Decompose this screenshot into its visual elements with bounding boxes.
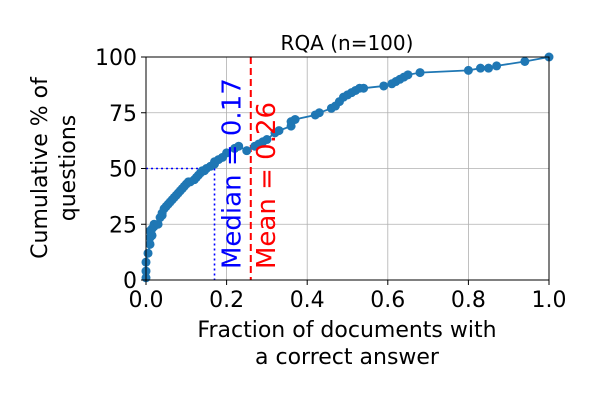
data-point xyxy=(234,141,244,151)
y-axis-label-line2: questions xyxy=(56,115,81,222)
y-tick-label: 50 xyxy=(109,158,137,183)
y-axis-label-line1: Cumulative % of xyxy=(28,76,53,259)
x-tick-label: 0.2 xyxy=(209,288,244,313)
data-point xyxy=(143,248,153,258)
data-point xyxy=(379,81,389,91)
data-point xyxy=(475,63,485,73)
y-tick-label: 100 xyxy=(95,46,137,71)
data-point xyxy=(274,126,284,136)
data-point xyxy=(145,239,155,249)
data-point xyxy=(463,65,473,75)
data-point xyxy=(222,148,232,158)
data-point xyxy=(314,108,324,118)
data-point xyxy=(359,83,369,93)
data-point xyxy=(242,146,252,156)
x-axis-label-line2: a correct answer xyxy=(255,345,440,370)
data-point xyxy=(492,61,502,71)
data-point xyxy=(520,56,530,66)
data-point xyxy=(262,135,272,145)
data-point xyxy=(484,63,494,73)
x-tick-label: 0.4 xyxy=(290,288,325,313)
y-tick-label: 75 xyxy=(109,102,137,127)
x-tick-label: 0.0 xyxy=(129,288,164,313)
x-axis-label-line1: Fraction of documents with xyxy=(197,318,496,343)
annotations: Median = 0.17 Mean = 0.26 xyxy=(218,78,282,269)
y-tick-label: 25 xyxy=(109,213,137,238)
mean-label: Mean = 0.26 xyxy=(252,102,282,269)
median-label: Median = 0.17 xyxy=(218,78,248,269)
data-point xyxy=(415,68,425,78)
x-tick-label: 1.0 xyxy=(532,288,567,313)
y-tick-label: 0 xyxy=(123,269,137,294)
chart-title: RQA (n=100) xyxy=(281,31,414,55)
data-point xyxy=(290,114,300,124)
series xyxy=(141,52,554,283)
x-tick-label: 0.6 xyxy=(370,288,405,313)
ticks: 0.0 0.2 0.4 0.6 0.8 1.0 0 25 50 75 100 xyxy=(95,46,567,313)
data-point xyxy=(403,70,413,80)
reference-lines xyxy=(146,57,252,280)
x-tick-label: 0.8 xyxy=(451,288,486,313)
data-point xyxy=(147,230,157,240)
